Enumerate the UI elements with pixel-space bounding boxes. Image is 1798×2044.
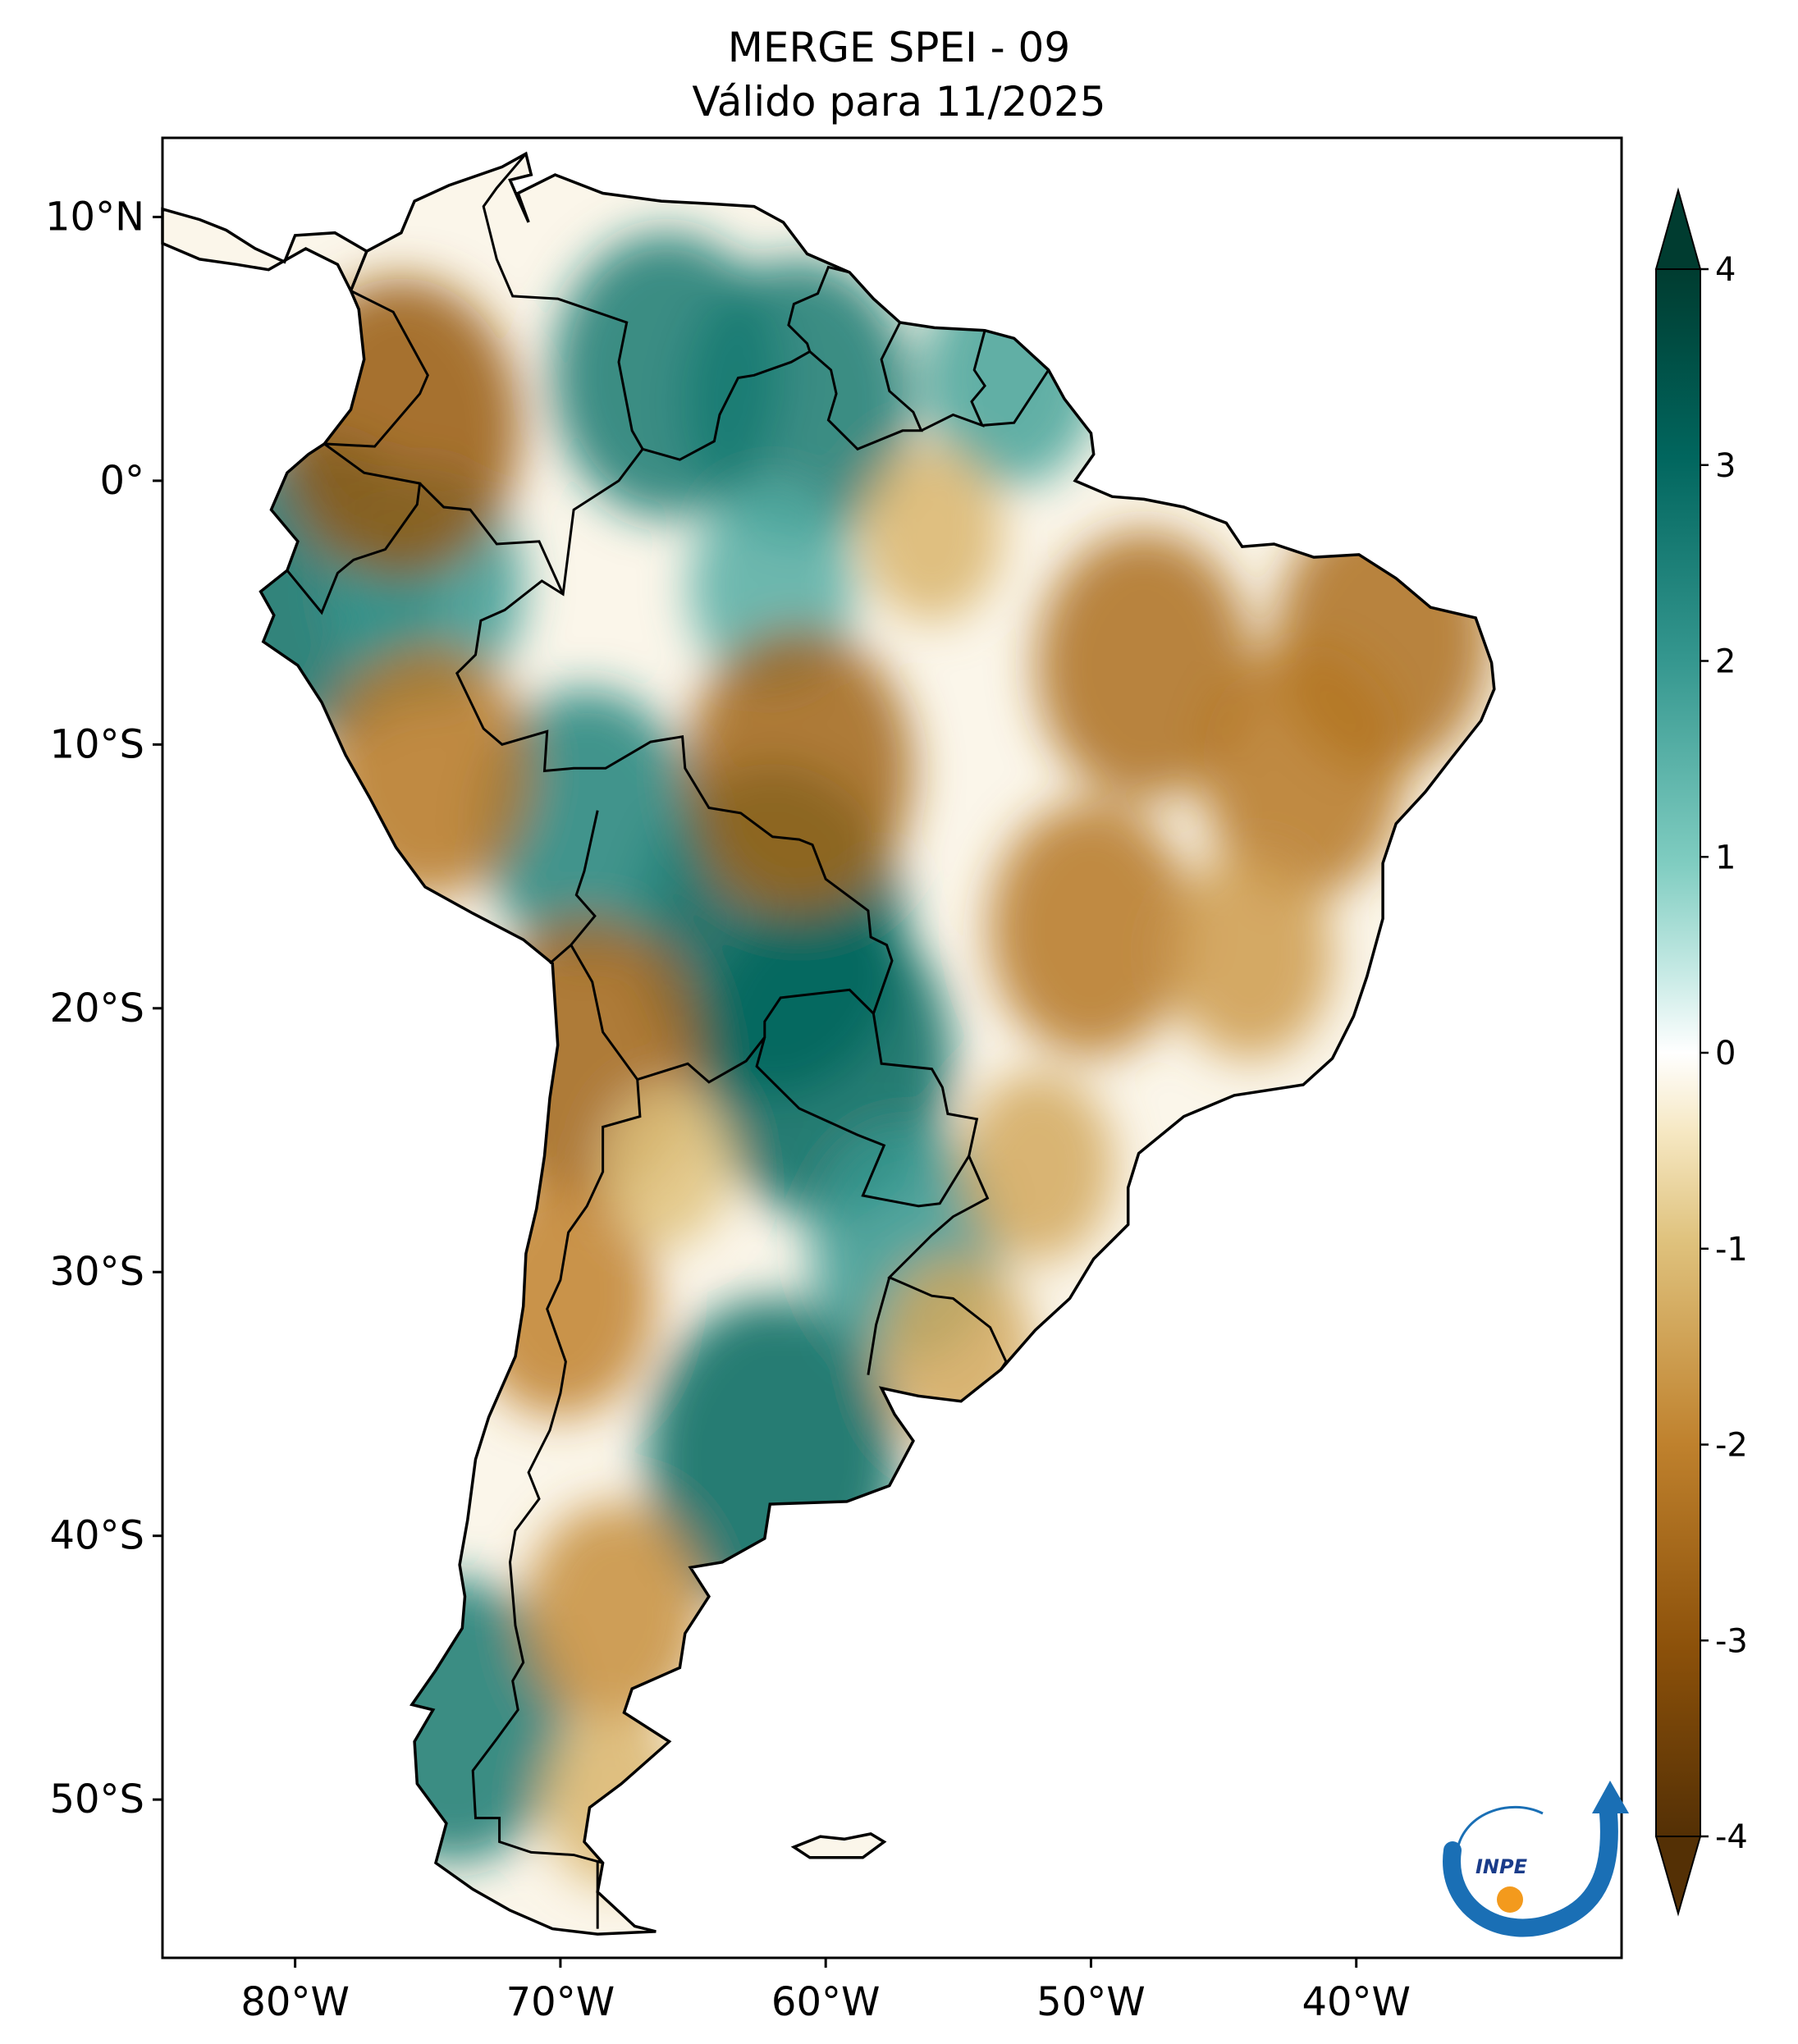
inpe-logo: INPE [1443, 1781, 1629, 1937]
colorbar: 4 3 2 1 0 -1 -2 -3 -4 [1654, 187, 1748, 1917]
spei-anomaly-region [1201, 643, 1406, 899]
border-line [482, 153, 644, 450]
border-line [324, 290, 429, 448]
colorbar-tick-label: -1 [1715, 1231, 1748, 1269]
latitude-axis: 10°N 0° 10°S 20°S 30°S 40°S 50°S [45, 194, 162, 1822]
lon-tick-label: 40°W [1302, 1979, 1411, 2025]
colorbar-body [1655, 268, 1701, 1837]
lat-tick-label: 10°S [49, 721, 144, 767]
inpe-logo-swoosh [1443, 1804, 1618, 1937]
colorbar-tick-label: 2 [1715, 643, 1736, 681]
spei-anomaly-region [861, 446, 1003, 622]
border-line [981, 369, 1050, 427]
colorbar-bottom-arrow [1654, 1836, 1702, 1917]
inpe-logo-orbit [1455, 1805, 1544, 1855]
border-line [549, 810, 599, 965]
lon-tick-label: 70°W [506, 1979, 615, 2025]
spei-anomaly-region [326, 643, 530, 899]
lat-tick-label: 40°S [49, 1513, 144, 1559]
spei-anomaly-region [524, 1503, 702, 1727]
border-line [920, 330, 986, 432]
colorbar-tick-label: -3 [1715, 1622, 1748, 1660]
spei-anomaly-region [479, 688, 695, 958]
lat-tick-label: 0° [99, 458, 144, 504]
lon-tick-label: 60°W [771, 1979, 881, 2025]
colorbar-tick-label: -2 [1715, 1427, 1748, 1465]
spei-anomaly-region [989, 802, 1193, 1057]
inpe-logo-sun [1497, 1886, 1523, 1913]
longitude-axis: 80°W 70°W 60°W 50°W 40°W [240, 1958, 1411, 2025]
border-line [755, 1036, 970, 1208]
lon-tick-label: 50°W [1036, 1979, 1146, 2025]
border-line [867, 1277, 891, 1375]
spei-anomaly-region [684, 258, 913, 545]
border-line [808, 322, 923, 451]
border-line [286, 442, 422, 615]
border-line [642, 265, 850, 461]
colorbar-tick-label: 1 [1715, 839, 1736, 876]
lat-tick-label: 10°N [45, 194, 144, 240]
coastline [161, 151, 1496, 1936]
spei-anomaly-region [684, 628, 913, 914]
colorbar-tick-label: -4 [1715, 1818, 1748, 1856]
inpe-logo-text: INPE [1475, 1855, 1528, 1878]
lat-tick-label: 50°S [49, 1776, 144, 1822]
border-line [455, 448, 1008, 1371]
spei-anomaly-region [281, 277, 521, 578]
lat-tick-label: 30°S [49, 1249, 144, 1295]
spei-anomaly-region [1036, 530, 1252, 800]
colorbar-top-arrow [1654, 187, 1702, 270]
spei-anomaly-region [961, 1071, 1114, 1262]
country-borders [286, 153, 1050, 1929]
colorbar-tick-label: 3 [1715, 447, 1736, 485]
map-subtitle: Válido para 11/2025 [692, 78, 1106, 126]
inpe-logo-arrow [1592, 1781, 1629, 1813]
lon-tick-label: 80°W [240, 1979, 350, 2025]
colorbar-tick-label: 4 [1715, 251, 1736, 289]
map-title: MERGE SPEI - 09 [727, 24, 1071, 71]
lat-tick-label: 20°S [49, 985, 144, 1031]
spei-anomaly-region [1167, 852, 1334, 1059]
border-line [419, 482, 565, 595]
border-line [471, 944, 642, 1864]
spei-anomaly-region [602, 1086, 731, 1247]
colorbar-tick-label: 0 [1715, 1035, 1736, 1072]
plot-frame [161, 136, 1623, 1959]
